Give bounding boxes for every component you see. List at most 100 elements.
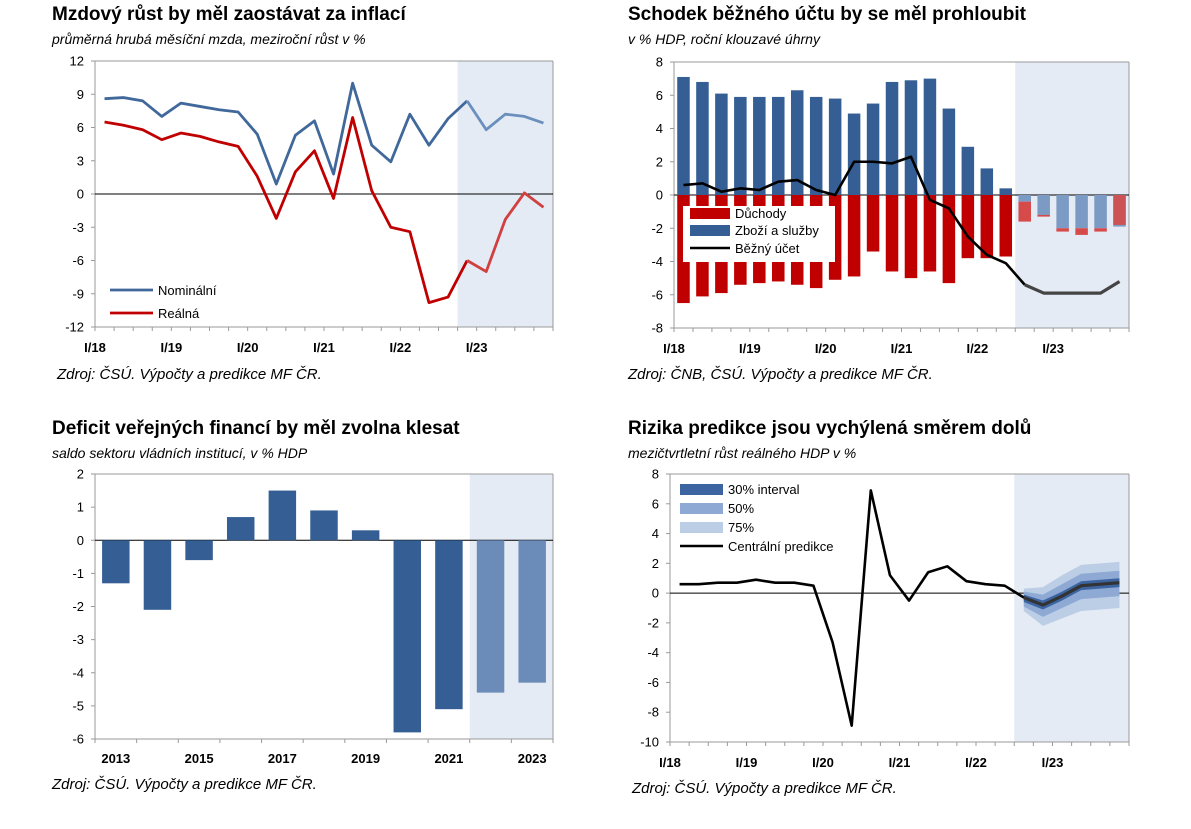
bar-goods xyxy=(753,96,766,195)
y-tick-label: 1 xyxy=(77,500,84,515)
chart-source: Zdroj: ČSÚ. Výpočty a predikce MF ČR. xyxy=(52,776,317,793)
bar-goods xyxy=(1056,195,1069,229)
y-tick-label: 2 xyxy=(77,467,84,482)
y-tick-label: -3 xyxy=(72,632,84,647)
x-tick-label: I/20 xyxy=(237,340,259,355)
y-tick-label: -6 xyxy=(651,287,663,302)
y-tick-label: 0 xyxy=(652,586,659,601)
bar-pensions xyxy=(999,195,1013,257)
central-forecast-line-projection xyxy=(1023,581,1120,607)
x-tick-label: I/23 xyxy=(1042,755,1064,770)
bar-2014 xyxy=(143,540,172,610)
bar-goods xyxy=(790,90,804,195)
legend-label-1: Zboží a služby xyxy=(735,223,819,238)
bar-2020 xyxy=(393,540,422,733)
chart-title: Deficit veřejných financí by měl zvolna … xyxy=(52,418,460,439)
chart-title: Schodek běžného účtu by se měl prohloubi… xyxy=(628,4,1026,25)
central-forecast-line xyxy=(679,489,1025,727)
bar-goods xyxy=(885,81,899,195)
bar-goods xyxy=(1075,195,1088,229)
y-tick-label: 6 xyxy=(77,120,84,135)
bar-goods xyxy=(772,96,785,195)
x-tick-label: I/18 xyxy=(659,755,681,770)
y-tick-label: 0 xyxy=(656,188,663,203)
legend-swatch-0 xyxy=(680,484,723,495)
bar-pensions xyxy=(1075,228,1088,235)
y-tick-label: -5 xyxy=(72,698,84,713)
x-tick-label: 2017 xyxy=(268,751,297,766)
y-tick-label: -2 xyxy=(72,599,84,614)
bar-pensions xyxy=(1037,214,1050,217)
y-tick-label: -3 xyxy=(72,220,84,235)
bar-goods xyxy=(847,113,861,195)
chart-subtitle: saldo sektoru vládních institucí, v % HD… xyxy=(52,445,308,461)
bar-2018 xyxy=(310,510,338,541)
chart-subtitle: mezičtvrtletní růst reálného HDP v % xyxy=(628,445,857,461)
y-tick-label: -6 xyxy=(647,675,659,690)
bar-goods xyxy=(696,81,709,195)
y-tick-label: 3 xyxy=(77,153,84,168)
bar-pensions xyxy=(961,195,975,259)
bar-pensions xyxy=(885,195,899,272)
y-tick-label: -10 xyxy=(640,735,659,750)
y-tick-label: -8 xyxy=(647,705,659,720)
legend-label-0: 30% interval xyxy=(728,482,800,497)
legend-label-1: 50% xyxy=(728,501,754,516)
y-tick-label: 4 xyxy=(656,121,663,136)
bar-goods xyxy=(923,78,937,195)
bar-pensions xyxy=(923,195,937,272)
bar-pensions xyxy=(866,195,880,252)
bar-goods xyxy=(715,93,728,195)
legend-label-0: Důchody xyxy=(735,206,787,221)
x-tick-label: I/19 xyxy=(739,341,761,356)
legend-swatch-1 xyxy=(690,225,730,236)
bar-pensions xyxy=(1018,201,1031,222)
bar-goods xyxy=(677,76,690,195)
chart-source: Zdroj: ČNB, ČSÚ. Výpočty a predikce MF Č… xyxy=(628,366,933,383)
bar-pensions xyxy=(1113,195,1126,225)
legend-swatch-1 xyxy=(680,503,723,514)
x-tick-label: I/22 xyxy=(965,755,987,770)
x-tick-label: I/20 xyxy=(812,755,834,770)
bar-pensions xyxy=(980,195,994,259)
x-tick-label: 2023 xyxy=(518,751,547,766)
x-tick-label: 2015 xyxy=(185,751,214,766)
y-tick-label: 6 xyxy=(652,496,659,511)
x-tick-label: 2013 xyxy=(101,751,130,766)
deficit-chart: 2 1 0 -1 -2 -3 -4 -5 -6 2013 2015 2017 2019 2021 2023 xyxy=(72,467,554,766)
x-tick-label: I/21 xyxy=(891,341,913,356)
bar-goods xyxy=(999,188,1013,195)
y-tick-label: 0 xyxy=(77,533,84,548)
chart-source: Zdroj: ČSÚ. Výpočty a predikce MF ČR. xyxy=(632,780,897,797)
gdp-risk-chart: 8 6 4 2 0 -2 -4 -6 -8 -10I/18 I/19 I/20 I/21 I/22 I/23… xyxy=(640,467,1130,770)
bar-goods xyxy=(961,146,975,195)
y-tick-label: 12 xyxy=(70,54,84,69)
x-tick-label: I/20 xyxy=(815,341,837,356)
y-tick-label: -4 xyxy=(651,254,663,269)
legend-swatch-0 xyxy=(690,208,730,219)
bar-2015 xyxy=(185,540,213,561)
bar-goods xyxy=(1018,195,1031,202)
wages-chart: 12 9 6 3 0 -3 -6 -9 -12I/18 I/19 I/20 I/21 I/22 I/23 N… xyxy=(65,54,554,355)
x-tick-label: I/23 xyxy=(1042,341,1064,356)
bar-pensions xyxy=(1056,228,1069,232)
y-tick-label: -12 xyxy=(65,320,84,335)
y-tick-label: -9 xyxy=(72,286,84,301)
x-tick-label: I/19 xyxy=(736,755,758,770)
y-tick-label: 4 xyxy=(652,526,659,541)
x-tick-label: 2019 xyxy=(351,751,380,766)
y-tick-label: -4 xyxy=(647,645,659,660)
x-tick-label: I/22 xyxy=(966,341,988,356)
series-line-0 xyxy=(104,81,469,186)
y-tick-label: -8 xyxy=(651,321,663,336)
balance-forecast-line xyxy=(1024,280,1121,295)
y-tick-label: 0 xyxy=(77,187,84,202)
bar-pensions xyxy=(847,195,861,277)
y-tick-label: -6 xyxy=(72,732,84,747)
bar-2022 xyxy=(476,540,505,693)
bar-goods xyxy=(1037,195,1050,215)
bar-goods xyxy=(734,96,747,195)
bar-2023 xyxy=(518,540,546,683)
bar-goods xyxy=(809,96,823,195)
chart-title: Mzdový růst by měl zaostávat za inflací xyxy=(52,4,406,25)
